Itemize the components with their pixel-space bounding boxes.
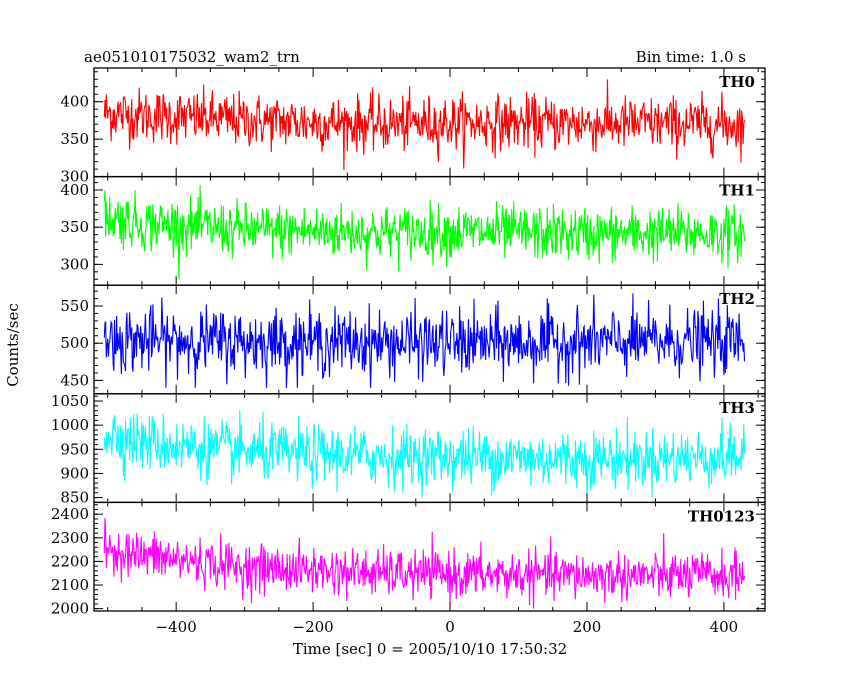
panels-group: 300 350 400 TH0 300 350 400 TH1 450 500 550 TH2 850 9…: [51, 67, 766, 618]
y-tick-label: 850: [60, 489, 89, 507]
y-tick-label: 500: [60, 334, 89, 352]
y-tick-label: 2000: [51, 600, 89, 618]
y-tick-label: 900: [60, 464, 89, 482]
x-tick-label: 200: [573, 618, 602, 636]
y-tick-label: 350: [60, 130, 89, 148]
x-axis-label: Time [sec] 0 = 2005/10/10 17:50:32: [293, 640, 567, 658]
y-tick-label: 2200: [51, 552, 89, 570]
x-axis: −400 −200 0 200 400: [156, 618, 739, 636]
series-line-th0123: [103, 518, 746, 609]
y-tick-label: 950: [60, 440, 89, 458]
panel-frame: [93, 501, 766, 612]
x-tick-label: −400: [156, 618, 197, 636]
y-tick-label: 1050: [51, 392, 89, 410]
y-tick-label: 2400: [51, 505, 89, 523]
y-tick-label: 450: [60, 371, 89, 389]
y-tick-label: 550: [60, 297, 89, 315]
y-axis-label: Counts/sec: [4, 303, 22, 387]
panel-th0: 300 350 400 TH0: [60, 67, 766, 186]
x-tick-label: −200: [293, 618, 334, 636]
bin-time-label: Bin time: 1.0 s: [636, 48, 746, 66]
x-tick-label: 0: [445, 618, 455, 636]
y-tick-label: 300: [60, 168, 89, 186]
y-tick-label: 2100: [51, 576, 89, 594]
y-tick-label: 400: [60, 93, 89, 111]
x-tick-label: 400: [710, 618, 739, 636]
y-tick-label: 300: [60, 255, 89, 273]
series-line-th2: [103, 293, 746, 388]
chart-title: ae051010175032_wam2_trn: [84, 48, 300, 66]
series-line-th3: [103, 409, 746, 498]
series-label: TH2: [719, 290, 755, 308]
series-label: TH0: [719, 73, 755, 91]
y-tick-label: 1000: [51, 416, 89, 434]
y-tick-label: 2300: [51, 529, 89, 547]
series-label: TH0123: [688, 507, 755, 525]
series-line-th0: [103, 79, 746, 171]
y-tick-label: 350: [60, 218, 89, 236]
series-label: TH3: [719, 399, 755, 417]
series-line-th1: [103, 184, 746, 280]
y-tick-label: 400: [60, 181, 89, 199]
panel-th0123: 2000 2100 2200 2300 2400 TH0123: [51, 501, 766, 618]
series-label: TH1: [719, 182, 755, 200]
panel-th3: 850 900 950 1000 1050 TH3: [51, 392, 766, 507]
panel-th2: 450 500 550 TH2: [60, 284, 766, 395]
panel-th1: 300 350 400 TH1: [60, 175, 766, 286]
